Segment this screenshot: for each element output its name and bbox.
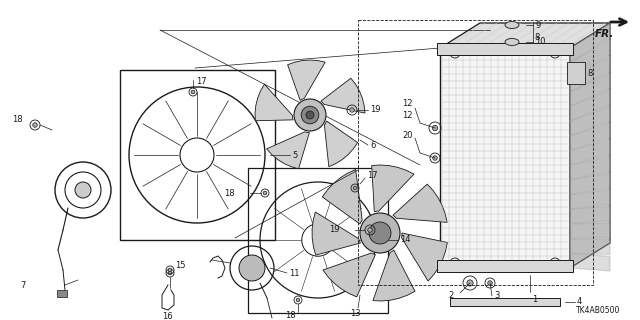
Circle shape bbox=[294, 99, 326, 131]
Text: 8: 8 bbox=[587, 68, 593, 77]
Text: 10: 10 bbox=[535, 37, 545, 46]
Polygon shape bbox=[372, 165, 414, 212]
Text: 6: 6 bbox=[370, 140, 376, 149]
Text: 18: 18 bbox=[285, 310, 296, 319]
Polygon shape bbox=[312, 212, 360, 255]
Text: 19: 19 bbox=[370, 106, 381, 115]
Bar bbox=[437, 260, 573, 272]
Ellipse shape bbox=[505, 38, 519, 45]
Text: 9: 9 bbox=[535, 20, 540, 29]
Polygon shape bbox=[287, 60, 325, 100]
Text: 13: 13 bbox=[350, 308, 360, 317]
Text: 12: 12 bbox=[402, 99, 413, 108]
Text: 18: 18 bbox=[12, 116, 22, 124]
Polygon shape bbox=[323, 170, 362, 224]
Polygon shape bbox=[323, 253, 376, 297]
Text: TK4AB0500: TK4AB0500 bbox=[575, 306, 620, 315]
Polygon shape bbox=[570, 253, 610, 271]
Circle shape bbox=[168, 268, 172, 272]
Circle shape bbox=[553, 51, 557, 55]
Circle shape bbox=[191, 90, 195, 94]
Polygon shape bbox=[393, 184, 447, 222]
Text: 19: 19 bbox=[330, 226, 340, 235]
Text: 2: 2 bbox=[448, 292, 453, 300]
Bar bbox=[567, 62, 585, 84]
Polygon shape bbox=[570, 156, 610, 180]
Bar bbox=[358, 20, 593, 285]
Polygon shape bbox=[440, 23, 610, 48]
Polygon shape bbox=[570, 56, 610, 92]
Circle shape bbox=[432, 125, 438, 131]
Text: 1: 1 bbox=[532, 295, 537, 304]
Text: 8: 8 bbox=[534, 34, 540, 43]
Circle shape bbox=[263, 191, 267, 195]
Text: 4: 4 bbox=[577, 298, 582, 307]
Text: 17: 17 bbox=[196, 77, 207, 86]
Polygon shape bbox=[570, 123, 610, 151]
Bar bbox=[248, 168, 388, 313]
Circle shape bbox=[301, 106, 319, 124]
Circle shape bbox=[306, 111, 314, 119]
Polygon shape bbox=[570, 140, 610, 165]
Text: 20: 20 bbox=[402, 132, 413, 140]
Text: 11: 11 bbox=[289, 268, 300, 277]
Polygon shape bbox=[321, 78, 365, 113]
Text: 18: 18 bbox=[225, 188, 235, 197]
Circle shape bbox=[353, 186, 357, 190]
Polygon shape bbox=[570, 223, 610, 239]
Circle shape bbox=[239, 255, 265, 281]
Polygon shape bbox=[570, 206, 610, 224]
Text: 7: 7 bbox=[20, 281, 26, 290]
Circle shape bbox=[75, 182, 91, 198]
Text: 5: 5 bbox=[292, 150, 297, 159]
Circle shape bbox=[368, 228, 372, 232]
Bar bbox=[450, 298, 560, 306]
Ellipse shape bbox=[505, 21, 519, 28]
Text: 3: 3 bbox=[494, 292, 499, 300]
Bar bbox=[437, 43, 573, 55]
Circle shape bbox=[33, 123, 37, 127]
Polygon shape bbox=[570, 190, 610, 209]
Polygon shape bbox=[570, 73, 610, 107]
Text: FR.: FR. bbox=[595, 29, 614, 39]
Circle shape bbox=[296, 298, 300, 302]
Text: 12: 12 bbox=[402, 111, 413, 121]
Circle shape bbox=[168, 271, 172, 275]
Polygon shape bbox=[570, 23, 610, 63]
Polygon shape bbox=[255, 84, 293, 121]
Bar bbox=[57, 290, 67, 297]
Text: 16: 16 bbox=[162, 312, 173, 320]
Circle shape bbox=[488, 281, 492, 285]
Circle shape bbox=[349, 108, 355, 112]
Polygon shape bbox=[324, 121, 358, 167]
Text: 14: 14 bbox=[400, 236, 410, 244]
Polygon shape bbox=[570, 106, 610, 136]
Polygon shape bbox=[373, 250, 415, 301]
Circle shape bbox=[452, 261, 457, 265]
Text: 17: 17 bbox=[367, 171, 378, 180]
Bar bbox=[440, 48, 570, 268]
Circle shape bbox=[452, 51, 457, 55]
Circle shape bbox=[433, 156, 437, 160]
Polygon shape bbox=[267, 132, 309, 169]
Polygon shape bbox=[570, 23, 610, 268]
Polygon shape bbox=[401, 233, 447, 281]
Polygon shape bbox=[570, 239, 610, 254]
Circle shape bbox=[360, 213, 400, 253]
Bar bbox=[120, 70, 275, 240]
Polygon shape bbox=[570, 173, 610, 195]
Circle shape bbox=[369, 222, 391, 244]
Circle shape bbox=[553, 261, 557, 265]
Text: 15: 15 bbox=[175, 260, 186, 269]
Polygon shape bbox=[570, 90, 610, 121]
Circle shape bbox=[467, 280, 473, 286]
Polygon shape bbox=[570, 40, 610, 77]
